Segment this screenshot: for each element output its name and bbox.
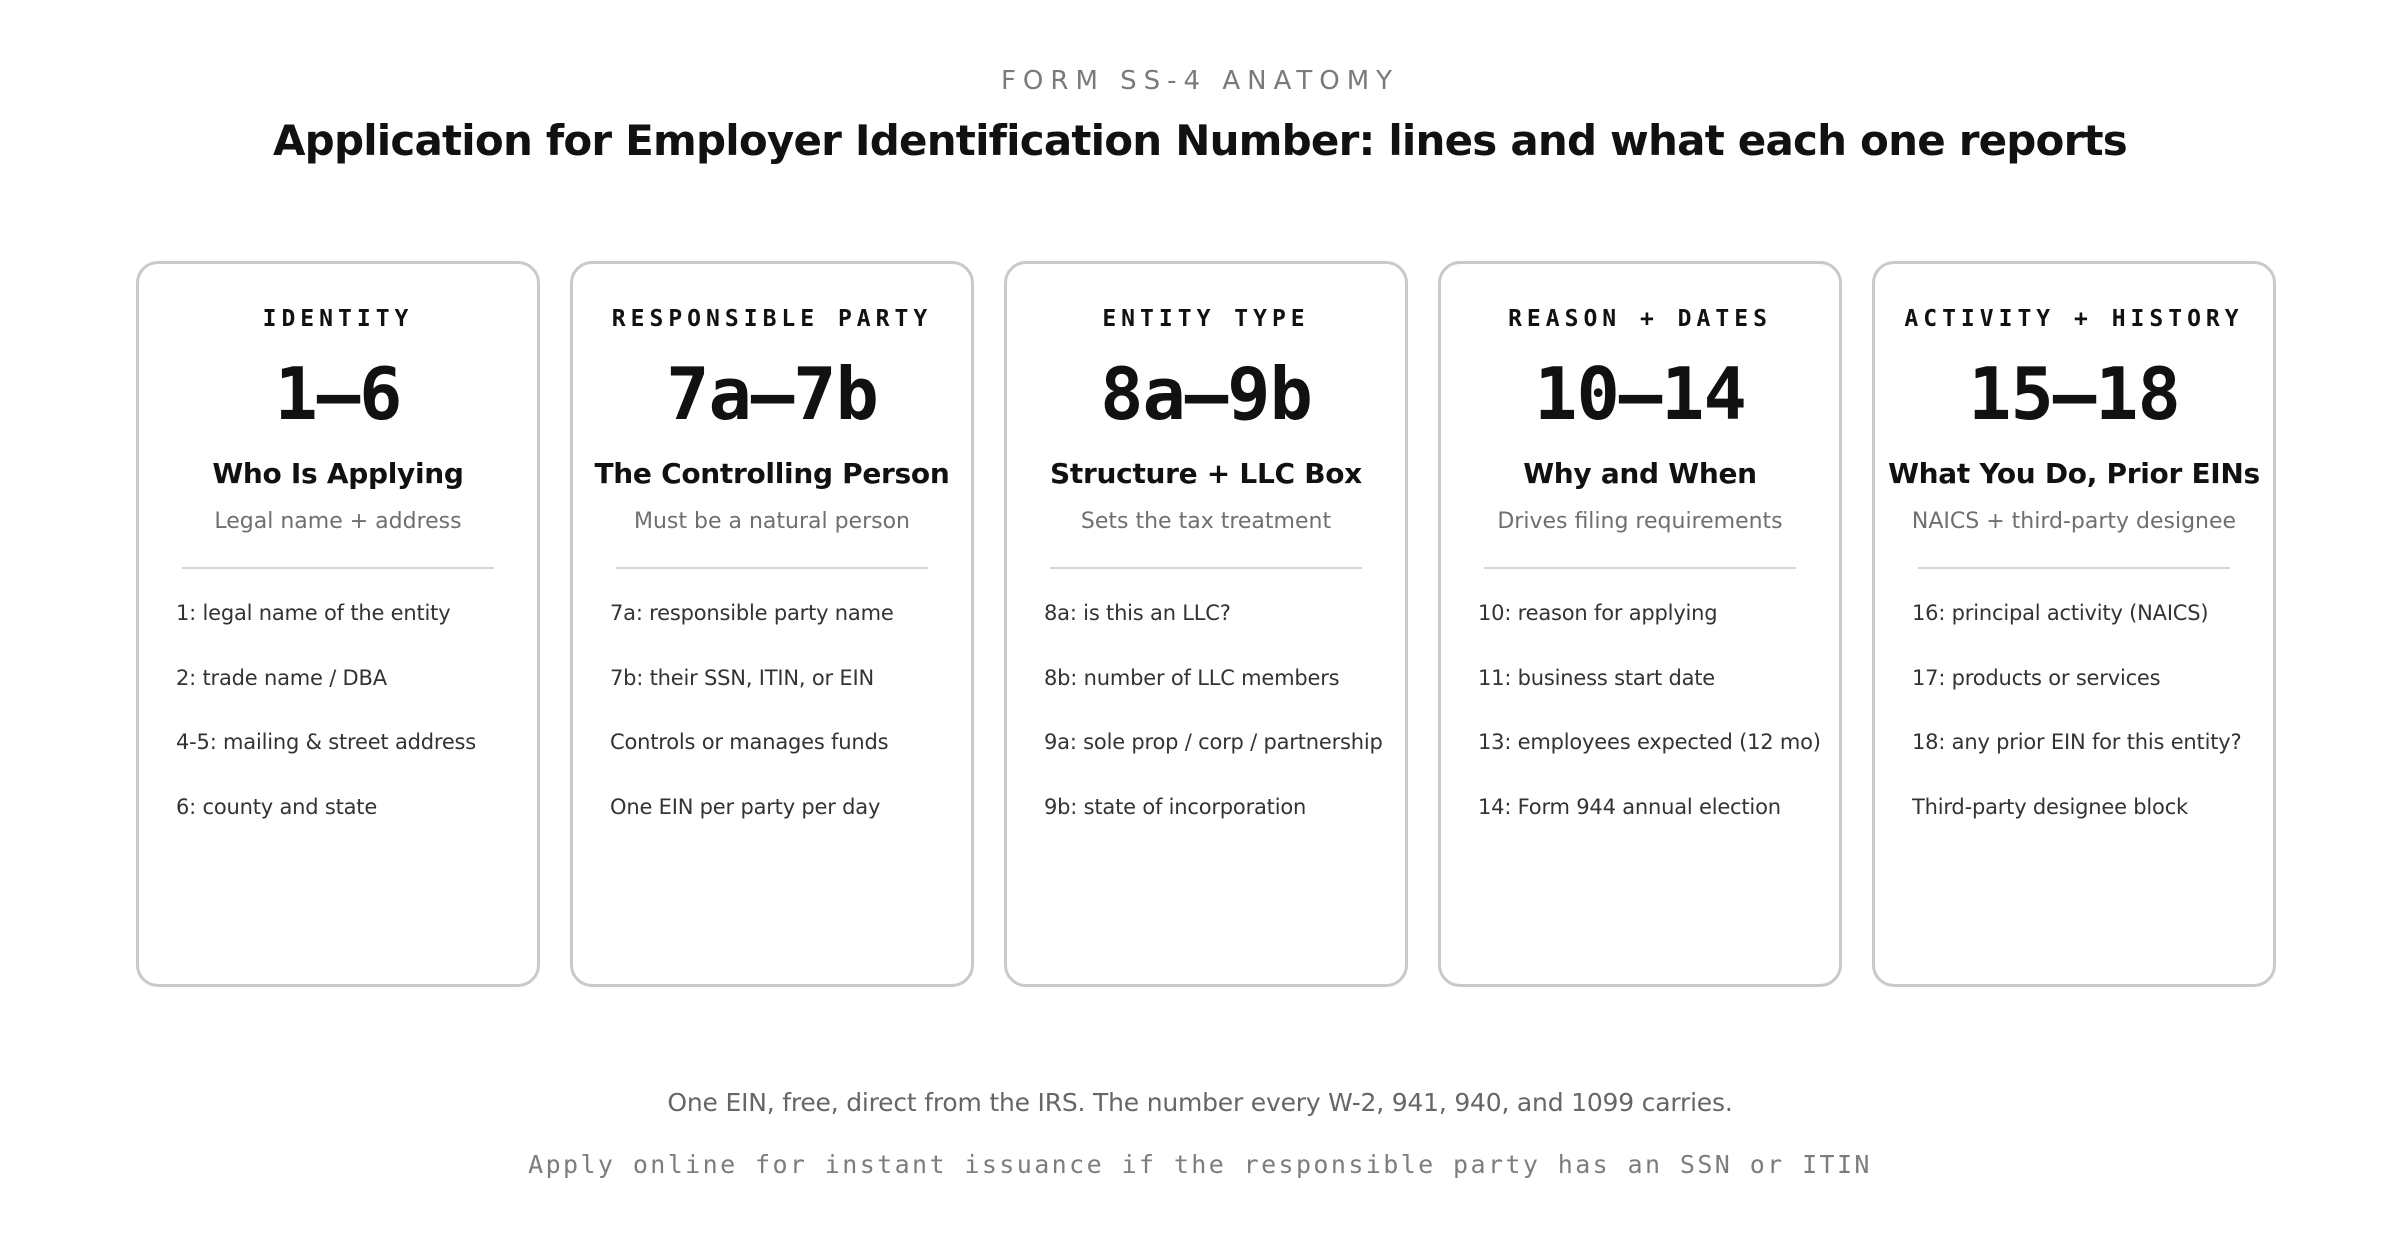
card-reason-dates: REASON + DATES 10–14 Why and When Drives… [1438,261,1842,987]
card-divider [182,567,494,569]
card-divider [616,567,928,569]
card-subheading: Sets the tax treatment [1080,509,1332,534]
card-category: ACTIVITY + HISTORY [1904,306,2244,332]
list-item: One EIN per party per day [610,794,881,819]
list-item: 7b: their SSN, ITIN, or EIN [610,665,874,690]
card-heading: Structure + LLC Box [1050,457,1362,490]
list-item: 10: reason for applying [1478,601,1718,625]
list-item: 9a: sole prop / corp / partnership [1044,730,1383,754]
card-subheading: Legal name + address [214,509,462,534]
list-item: 9b: state of incorporation [1044,794,1307,819]
card-line-range: 15–18 [1968,352,2181,436]
list-item: 13: employees expected (12 mo) [1478,730,1821,754]
card-responsible-party: RESPONSIBLE PARTY 7a–7b The Controlling … [570,261,974,987]
card-category: IDENTITY [262,306,414,332]
card-subheading: Must be a natural person [633,509,910,534]
list-item: 17: products or services [1912,665,2161,690]
list-item: 1: legal name of the entity [176,601,451,625]
list-item: 18: any prior EIN for this entity? [1912,730,2242,754]
card-line-range: 10–14 [1534,352,1747,436]
card-activity-history: ACTIVITY + HISTORY 15–18 What You Do, Pr… [1872,261,2276,987]
footer-tip: Apply online for instant issuance if the… [528,1150,1872,1179]
card-heading: Why and When [1523,457,1757,490]
list-item: 16: principal activity (NAICS) [1912,601,2209,625]
list-item: 7a: responsible party name [610,601,894,625]
card-heading: Who Is Applying [212,457,464,490]
list-item: Controls or manages funds [610,730,889,754]
card-divider [1484,567,1796,569]
card-identity: IDENTITY 1–6 Who Is Applying Legal name … [136,261,540,987]
card-category: ENTITY TYPE [1102,306,1310,332]
card-subheading: Drives filing requirements [1497,509,1783,534]
card-line-range: 8a–9b [1100,352,1313,436]
card-divider [1050,567,1362,569]
footer-note: One EIN, free, direct from the IRS. The … [667,1088,1733,1117]
card-line-range: 1–6 [274,352,402,436]
card-category: RESPONSIBLE PARTY [611,306,933,332]
list-item: 2: trade name / DBA [176,665,387,690]
card-line-list: 7a: responsible party name 7b: their SSN… [610,598,894,856]
card-heading: The Controlling Person [594,457,950,490]
list-item: 14: Form 944 annual election [1478,794,1781,819]
list-item: Third-party designee block [1912,794,2189,819]
card-divider [1918,567,2230,569]
list-item: 4-5: mailing & street address [176,730,477,754]
list-item: 8a: is this an LLC? [1044,601,1231,625]
card-subheading: NAICS + third-party designee [1911,509,2237,534]
eyebrow-label: FORM SS-4 ANATOMY [1000,66,1400,96]
card-entity-type: ENTITY TYPE 8a–9b Structure + LLC Box Se… [1004,261,1408,987]
list-item: 6: county and state [176,794,378,819]
card-line-list: 10: reason for applying 11: business sta… [1478,598,1821,856]
card-line-list: 8a: is this an LLC? 8b: number of LLC me… [1044,598,1383,856]
list-item: 8b: number of LLC members [1044,665,1340,690]
list-item: 11: business start date [1478,665,1716,690]
page-title: Application for Employer Identification … [272,116,2128,165]
card-row: IDENTITY 1–6 Who Is Applying Legal name … [136,261,2276,987]
card-heading: What You Do, Prior EINs [1888,457,2260,490]
card-line-range: 7a–7b [666,352,879,436]
card-line-list: 1: legal name of the entity 2: trade nam… [176,598,476,856]
card-line-list: 16: principal activity (NAICS) 17: produ… [1912,598,2242,856]
card-category: REASON + DATES [1508,306,1772,332]
